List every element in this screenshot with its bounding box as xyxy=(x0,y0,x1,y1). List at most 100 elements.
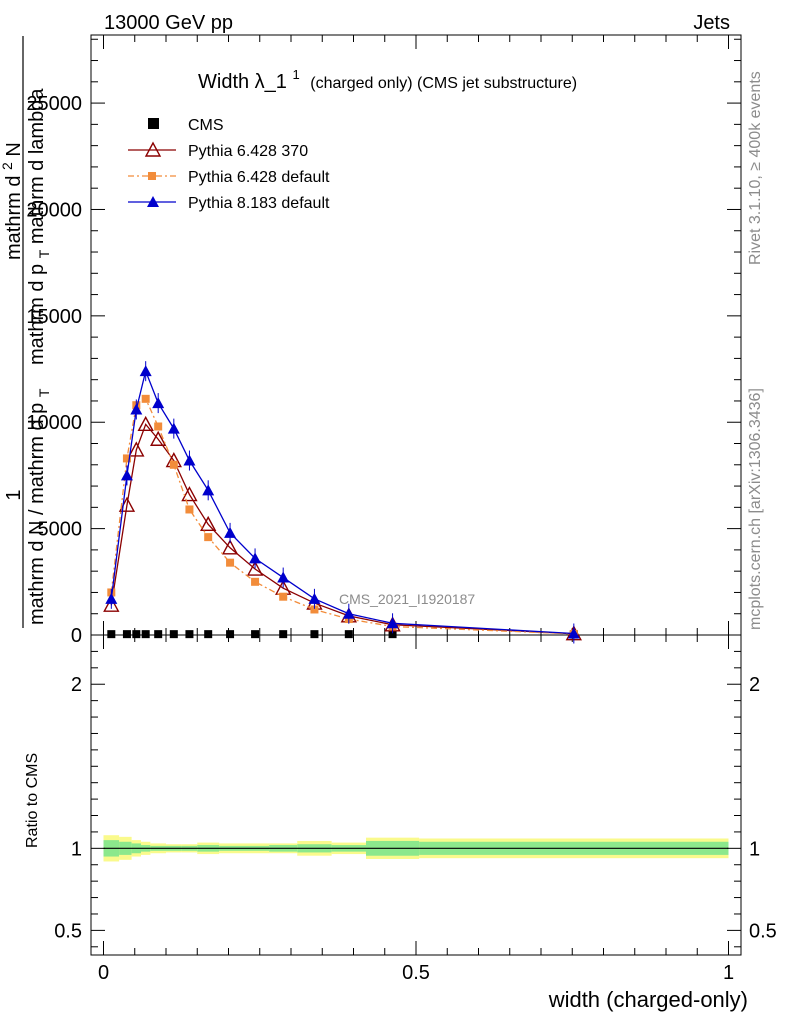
y-tick-label: 10000 xyxy=(26,412,82,434)
data-point xyxy=(154,630,163,639)
data-point xyxy=(310,630,319,639)
data-point xyxy=(279,630,288,639)
data-point xyxy=(120,469,133,481)
data-point xyxy=(169,460,178,469)
data-point xyxy=(226,630,235,639)
x-axis-label: width (charged-only) xyxy=(548,987,748,1012)
ratio-tick-label-right: 2 xyxy=(749,674,760,696)
data-point xyxy=(107,630,116,639)
x-tick-label: 0 xyxy=(98,962,109,984)
ratio-tick-label: 1 xyxy=(71,838,82,860)
data-point xyxy=(221,539,239,555)
y-tick-label: 20000 xyxy=(26,199,82,221)
legend: CMS Pythia 6.428 370 Pythia 6.428 defaul… xyxy=(128,117,330,212)
data-point xyxy=(169,630,178,639)
legend-label-p8-default: Pythia 8.183 default xyxy=(188,195,330,212)
data-point xyxy=(122,630,131,639)
legend-label-p6-default: Pythia 6.428 default xyxy=(188,169,330,186)
y-label-denom2b: mathrm d lambda xyxy=(26,88,48,244)
legend-label-p6-370: Pythia 6.428 370 xyxy=(188,143,308,160)
data-point xyxy=(251,577,260,586)
ratio-tick-label: 2 xyxy=(71,674,82,696)
x-tick-label: 0.5 xyxy=(402,962,430,984)
main-x-ticks xyxy=(103,35,729,635)
ratio-tick-label: 0.5 xyxy=(54,920,82,942)
data-point xyxy=(128,441,145,457)
ratio-tick-label-right: 0.5 xyxy=(749,920,777,942)
data-point xyxy=(246,560,264,576)
y-label-numer1: 1 xyxy=(3,489,25,500)
data-point xyxy=(224,526,237,538)
data-point xyxy=(204,533,213,542)
ratio-x-ticks xyxy=(103,635,729,955)
y-label-numer2a: mathrm d xyxy=(3,176,25,260)
data-point xyxy=(181,486,198,502)
y-label-numer2-sup: 2 xyxy=(0,162,15,170)
data-point xyxy=(141,394,150,403)
y-tick-label: 0 xyxy=(71,625,82,647)
data-point xyxy=(249,552,262,564)
y-label-denom2: mathrm d p T mathrm d lambda xyxy=(26,88,54,365)
rivet-label: Rivet 3.1.10, ≥ 400k events xyxy=(747,71,764,265)
data-point xyxy=(308,592,321,604)
y-label-denom1: mathrm d N / mathrm d p T xyxy=(26,388,52,625)
data-point xyxy=(202,484,215,496)
data-point xyxy=(141,630,150,639)
mcplots-label: mcplots.cern.ch [arXiv:1306.3436] xyxy=(747,388,764,630)
legend-label-cms: CMS xyxy=(188,117,224,134)
header-left-label: 13000 GeV pp xyxy=(104,12,233,34)
ratio-tick-label-right: 1 xyxy=(749,838,760,860)
chart-title-main: Width λ_1 xyxy=(198,71,287,93)
legend-marker-cms xyxy=(148,118,159,129)
data-point xyxy=(251,630,260,639)
legend-marker-p8-default xyxy=(147,196,159,207)
data-point xyxy=(132,630,141,639)
main-y-ticks xyxy=(91,38,741,636)
data-point xyxy=(344,630,353,639)
y-tick-label: 25000 xyxy=(26,93,82,115)
chart-title-sup: 1 xyxy=(293,67,300,82)
y-axis-label: 1 mathrm d N / mathrm d p T mathrm d 2 N… xyxy=(0,36,54,628)
x-tick-label: 1 xyxy=(723,962,734,984)
data-point xyxy=(103,596,120,612)
y-label-numer2b: N xyxy=(3,142,25,156)
data-point xyxy=(150,430,167,446)
header-right-label: Jets xyxy=(693,12,730,34)
data-point xyxy=(137,415,154,432)
data-point xyxy=(388,630,397,639)
data-point xyxy=(200,515,217,532)
data-point xyxy=(105,592,118,604)
y-tick-label: 5000 xyxy=(38,519,83,541)
chart-title: Width λ_1 1 (charged only) (CMS jet subs… xyxy=(198,62,577,93)
analysis-watermark: CMS_2021_I1920187 xyxy=(339,591,475,607)
ratio-plot-frame xyxy=(90,634,742,956)
data-point xyxy=(277,571,290,583)
y-label-denom1-text: mathrm d N / mathrm d p xyxy=(26,403,48,625)
data-point xyxy=(154,422,163,431)
data-point xyxy=(386,617,399,629)
chart-title-suffix: (charged only) (CMS jet substructure) xyxy=(310,75,577,92)
data-point xyxy=(279,592,288,601)
data-point xyxy=(130,403,143,415)
data-point xyxy=(167,422,180,434)
y-label-denom2a: mathrm d p xyxy=(26,264,48,365)
y-label-sub2: T xyxy=(36,249,52,258)
y-label-numer2: mathrm d 2 N xyxy=(0,142,25,260)
ratio-y-axis-label: Ratio to CMS xyxy=(24,753,41,848)
data-point xyxy=(152,397,165,409)
data-point xyxy=(567,627,580,639)
legend-marker-p6-default xyxy=(148,172,156,180)
data-point xyxy=(226,558,235,567)
series-line xyxy=(110,423,574,635)
data-point xyxy=(342,607,355,619)
data-point xyxy=(185,505,194,514)
ratio-y-ticks xyxy=(91,650,741,948)
series-layer xyxy=(103,361,582,644)
data-point xyxy=(122,454,131,463)
legend-marker-p6-370 xyxy=(144,141,162,157)
data-point xyxy=(204,630,213,639)
data-point xyxy=(310,605,319,614)
data-point xyxy=(139,365,152,377)
y-label-sub1: T xyxy=(36,388,52,397)
